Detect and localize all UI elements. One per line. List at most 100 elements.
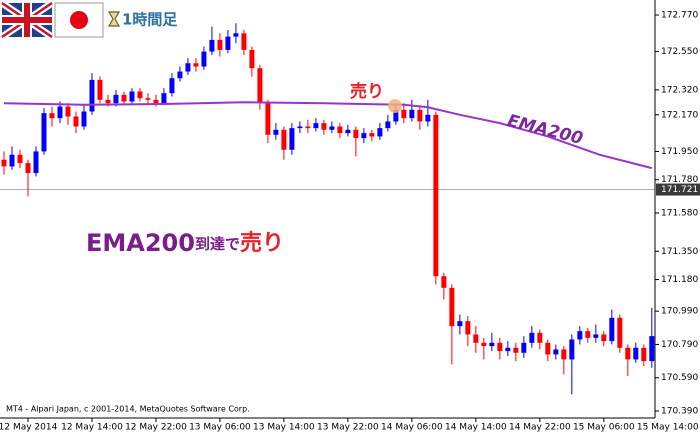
candle-body xyxy=(529,332,535,343)
candle-body xyxy=(321,123,327,130)
candle-body xyxy=(601,334,607,342)
candle-body xyxy=(121,94,127,102)
headline-ema: EMA200 xyxy=(86,229,195,257)
candle-body xyxy=(193,63,199,67)
candle-body xyxy=(369,133,375,137)
candle-body xyxy=(617,317,623,348)
candle-body xyxy=(409,109,415,119)
candle-body xyxy=(241,33,247,50)
candle-body xyxy=(9,154,15,167)
current-price-label: 171.721 xyxy=(661,185,698,195)
candle-body xyxy=(57,106,63,119)
candle-body xyxy=(505,347,511,352)
candle-body xyxy=(265,103,271,135)
candle-body xyxy=(481,342,487,347)
candle-body xyxy=(593,334,599,338)
y-tick-label: 172.550 xyxy=(661,47,698,57)
x-tick-label: 15 May 06:00 xyxy=(573,423,635,433)
y-tick-label: 172.170 xyxy=(661,110,698,120)
candle-body xyxy=(49,113,55,119)
y-tick-label: 171.580 xyxy=(661,208,698,218)
candle-body xyxy=(65,106,71,117)
sell-point-marker xyxy=(388,99,402,113)
x-tick-label: 14 May 06:00 xyxy=(381,423,443,433)
candle-body xyxy=(417,109,423,122)
y-tick-label: 172.770 xyxy=(661,10,698,20)
candle-body xyxy=(257,68,263,104)
x-tick-label: 13 May 06:00 xyxy=(189,423,251,433)
y-tick-label: 171.350 xyxy=(661,247,698,257)
candle-body xyxy=(105,99,111,104)
candle-body xyxy=(489,342,495,347)
x-tick-label: 14 May 22:00 xyxy=(509,423,571,433)
candle-body xyxy=(289,128,295,150)
candle-body xyxy=(537,332,543,343)
y-tick-label: 171.180 xyxy=(661,275,698,285)
ema-line xyxy=(3,101,653,170)
candle-body xyxy=(113,94,119,104)
plot-area xyxy=(0,23,655,395)
y-tick-label: 170.990 xyxy=(661,307,698,317)
candle-body xyxy=(449,287,455,327)
candle-body xyxy=(361,133,367,139)
candle-body xyxy=(377,128,383,137)
candle-body xyxy=(641,347,647,362)
candle-body xyxy=(577,331,583,340)
candle-body xyxy=(329,126,335,130)
candle-body xyxy=(609,317,615,342)
candle-body xyxy=(169,78,175,94)
candle-body xyxy=(161,93,167,104)
candle-body xyxy=(201,51,207,67)
candle-body xyxy=(553,349,559,355)
candle-body xyxy=(433,114,439,277)
candle-body xyxy=(345,129,351,134)
candle-body xyxy=(185,63,191,72)
candle-body xyxy=(441,276,447,288)
candle-body xyxy=(233,33,239,37)
headline-sell: 売り xyxy=(240,230,284,256)
candle-body xyxy=(625,347,631,360)
candle-body xyxy=(97,79,103,100)
x-tick-label: 15 May 14:00 xyxy=(637,423,699,433)
candle-body xyxy=(137,91,143,99)
candle-body xyxy=(305,126,311,129)
candle-body xyxy=(281,129,287,150)
headline-reach: 到達で xyxy=(195,235,240,253)
candle-body xyxy=(337,126,343,134)
timeframe-label: 1時間足 xyxy=(122,11,178,29)
x-tick-label: 12 May 22:00 xyxy=(125,423,187,433)
candle-body xyxy=(145,98,151,100)
candle-body xyxy=(209,39,215,52)
candle-body xyxy=(17,154,23,164)
candle-body xyxy=(297,126,303,129)
candle-body xyxy=(25,163,31,174)
candle-body xyxy=(473,334,479,343)
candle-body xyxy=(249,49,255,69)
candle-body xyxy=(457,321,463,327)
x-tick-label: 14 May 14:00 xyxy=(445,423,507,433)
uk-flag xyxy=(0,0,54,40)
candle-body xyxy=(353,129,359,139)
candle-body xyxy=(89,79,95,112)
candle-body xyxy=(649,336,655,362)
x-tick-label: 12 May 14:00 xyxy=(61,423,123,433)
candle-body xyxy=(465,321,471,335)
candle-body xyxy=(33,151,39,174)
candle-body xyxy=(585,331,591,338)
candle-body xyxy=(545,342,551,355)
candle-body xyxy=(569,339,575,360)
copyright: MT4 - Alpari Japan, c 2001-2014, MetaQuo… xyxy=(6,405,250,414)
candle-body xyxy=(217,39,223,50)
headline: EMA200到達で売り xyxy=(86,229,284,257)
candle-body xyxy=(73,116,79,127)
candle-body xyxy=(273,129,279,135)
sell-label: 売り xyxy=(350,81,384,102)
x-tick-label: 12 May 2014 xyxy=(0,423,58,433)
candle-body xyxy=(1,159,7,167)
y-tick-label: 171.780 xyxy=(661,175,698,185)
japan-flag xyxy=(54,2,104,38)
candle-body xyxy=(497,342,503,352)
x-tick-label: 13 May 22:00 xyxy=(317,423,379,433)
